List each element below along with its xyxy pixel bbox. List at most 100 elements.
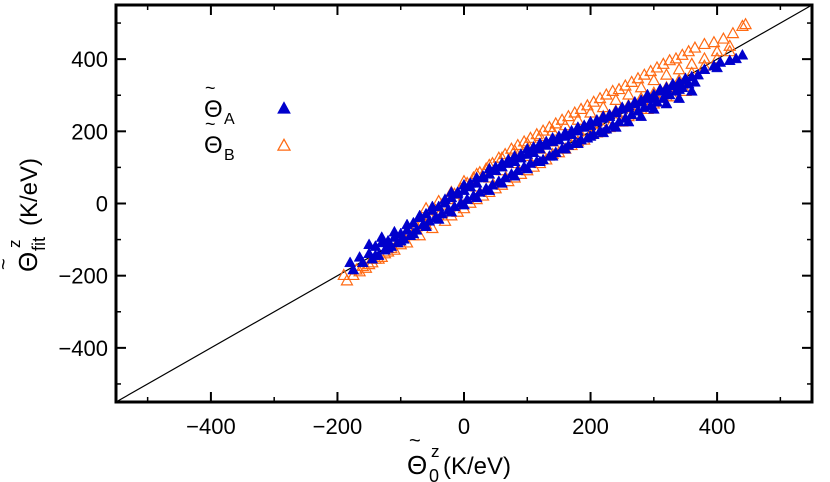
series-a-point	[679, 74, 692, 85]
series-b-point	[593, 91, 607, 104]
series-a-point	[622, 101, 635, 112]
y-tick-label: 200	[71, 119, 108, 144]
series-a-point	[660, 97, 673, 109]
series-a-point	[597, 126, 610, 138]
series-b-point	[647, 73, 661, 86]
series-b-point	[723, 39, 737, 51]
series-b-point	[735, 19, 749, 32]
series-b-point	[697, 51, 711, 64]
series-b-point	[682, 44, 696, 57]
series-b-point	[618, 78, 632, 91]
legend-a-sub: A	[224, 111, 235, 128]
series-b-point	[707, 35, 721, 48]
series-a-point	[515, 148, 527, 159]
series-a-point	[609, 121, 622, 132]
series-a-point	[736, 48, 749, 60]
series-a-point	[647, 103, 660, 114]
series-a-point	[546, 131, 559, 143]
series-a-point	[432, 213, 445, 224]
series-b-point	[549, 116, 563, 129]
series-a-point	[521, 142, 534, 154]
series-a-point	[445, 205, 458, 217]
series-a-point	[660, 86, 673, 98]
series-a-point	[673, 83, 686, 94]
series-a-point	[584, 130, 597, 141]
series-a-point	[413, 209, 426, 221]
x-tick-label: 200	[572, 414, 609, 439]
series-a-point	[470, 171, 483, 183]
series-a-point	[698, 63, 711, 74]
series-b-point	[716, 31, 730, 44]
series-b-point	[609, 93, 623, 106]
series-a-point	[394, 234, 407, 246]
y-axis-label-symbol: Θ	[13, 252, 43, 272]
series-a-point	[470, 191, 483, 203]
series-b-point	[675, 48, 689, 60]
series-a-point	[559, 126, 572, 138]
y-tick-label: −200	[58, 264, 108, 289]
series-a-point	[458, 198, 470, 210]
legend-b-sub: B	[224, 147, 235, 164]
series-a-point	[571, 137, 584, 148]
series-a-point	[464, 176, 477, 188]
x-axis-label: Θ ~ z 0 (K/eV)	[407, 430, 511, 482]
series-b-point	[739, 17, 753, 30]
series-b-point	[631, 71, 645, 84]
series-b-point	[574, 102, 588, 115]
series-a-point	[439, 193, 451, 204]
series-a-point	[571, 121, 584, 132]
series-a-point	[635, 110, 648, 121]
series-a-point	[483, 162, 496, 174]
series-a-point	[521, 162, 534, 174]
x-axis-label-sub: 0	[429, 466, 439, 482]
series-b-point	[656, 57, 670, 69]
series-b-point	[697, 37, 711, 50]
series-b-point	[669, 51, 683, 64]
legend-marker-b	[276, 137, 292, 151]
legend-b-symbol: Θ	[204, 132, 223, 159]
y-axis-label-unit: (K/eV)	[16, 158, 43, 226]
series-a-point	[347, 263, 360, 275]
series-a-point	[609, 104, 622, 116]
legend-item-a: Θ ~ A	[204, 78, 291, 128]
series-b-point	[688, 40, 702, 53]
series-a-point	[407, 216, 420, 228]
series-b-point	[659, 68, 673, 80]
series-a-point	[382, 241, 394, 253]
series-b-point	[634, 80, 648, 93]
series-a-point	[534, 137, 546, 148]
series-a-point	[369, 249, 382, 260]
series-a-point	[344, 256, 357, 268]
series-a-point	[483, 184, 496, 195]
series-a-point	[420, 220, 432, 231]
series-b-point	[580, 98, 594, 111]
series-a-point	[685, 84, 698, 96]
series-a-point	[597, 110, 610, 121]
series-b-point	[644, 64, 658, 77]
series-b-point	[451, 205, 465, 217]
series-a-point	[666, 79, 679, 91]
x-tick-label: 400	[699, 414, 736, 439]
series-b-point	[726, 26, 740, 39]
series-a-point	[647, 92, 660, 103]
x-tick-label: −200	[313, 414, 363, 439]
series-b-point	[504, 141, 518, 154]
x-axis-label-symbol: Θ	[407, 450, 427, 480]
x-axis-label-unit: (K/eV)	[443, 453, 511, 480]
series-a-point	[730, 52, 742, 64]
series-b-point	[517, 134, 531, 147]
series-b-point	[337, 268, 351, 281]
legend-item-b: Θ ~ B	[204, 114, 292, 164]
series-b-point	[568, 105, 582, 118]
series-a-point	[692, 68, 705, 80]
legend: Θ ~ A Θ ~ B	[204, 78, 292, 164]
series-a-point	[635, 95, 648, 107]
y-axis: −400 −200 0 200 400	[58, 22, 812, 385]
series-b-point	[621, 87, 636, 100]
series-b-point	[625, 75, 639, 87]
y-axis-label-tilde: ~	[0, 258, 15, 270]
series-a-point	[407, 227, 420, 239]
series-a-point	[508, 169, 521, 181]
series-a-point	[622, 115, 635, 127]
